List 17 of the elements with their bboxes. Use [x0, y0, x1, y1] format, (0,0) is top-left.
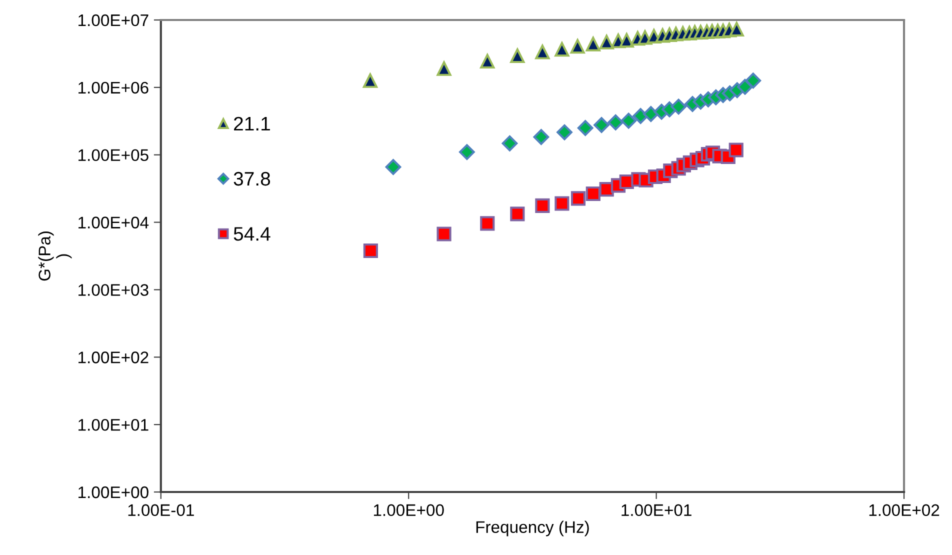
y-tick-label: 1.00E+06	[78, 82, 148, 94]
x-tick-label: 1.00E+01	[622, 504, 692, 516]
y-axis-title: G*(Pa) )	[38, 232, 72, 281]
y-tick-label: 1.00E+00	[78, 486, 148, 498]
y-tick-label: 1.00E+05	[78, 149, 148, 162]
y-tick-label: 1.00E+01	[78, 418, 148, 431]
y-tick-label: 1.00E+07	[78, 14, 148, 26]
x-tick-label: 1.00E-01	[128, 504, 194, 516]
legend-label: 37.8	[234, 172, 270, 186]
legend-label: 54.4	[234, 227, 270, 241]
y-tick-label: 1.00E+02	[78, 352, 148, 364]
y-tick-label: 1.00E+04	[78, 216, 149, 228]
x-tick-label: 1.00E+00	[374, 504, 444, 516]
y-tick-label: 1.00E+03	[78, 284, 148, 296]
x-axis-title: Frequency (Hz)	[476, 520, 589, 536]
legend-label: 21.1	[234, 116, 270, 130]
x-tick-label: 1.00E+02	[869, 504, 940, 516]
